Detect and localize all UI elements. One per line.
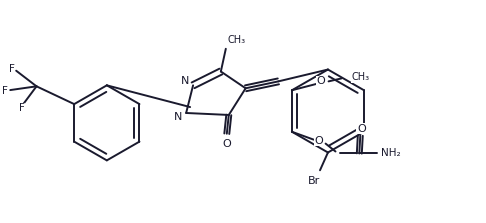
Text: NH₂: NH₂: [381, 149, 401, 159]
Text: CH₃: CH₃: [228, 35, 246, 45]
Text: N: N: [181, 76, 190, 86]
Text: O: O: [316, 76, 325, 86]
Text: N: N: [174, 112, 182, 122]
Text: O: O: [223, 139, 231, 149]
Text: F: F: [18, 103, 25, 113]
Text: CH₃: CH₃: [351, 72, 369, 83]
Text: F: F: [2, 86, 8, 96]
Text: O: O: [314, 136, 323, 146]
Text: Br: Br: [308, 176, 320, 186]
Text: O: O: [357, 124, 365, 134]
Text: F: F: [9, 64, 15, 74]
